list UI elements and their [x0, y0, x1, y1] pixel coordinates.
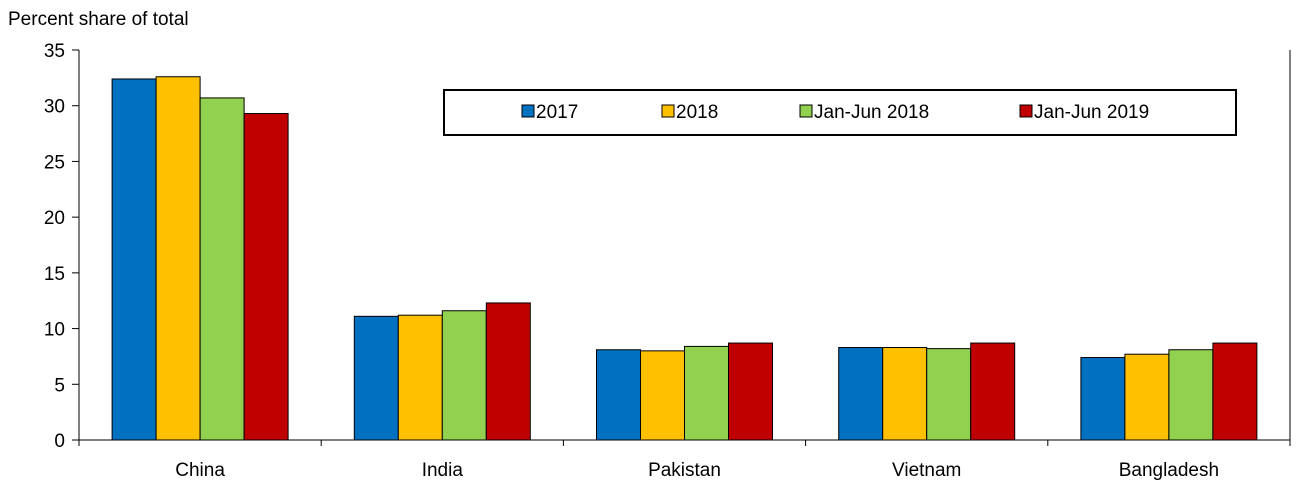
x-tick-label: Pakistan [648, 460, 721, 480]
legend-box [443, 89, 1237, 136]
legend-swatch [1019, 104, 1033, 118]
bar-pakistan-jan-jun-2018 [684, 345, 729, 441]
bar-china-2017 [111, 78, 157, 441]
bar-vietnam-jan-jun-2018 [926, 348, 972, 441]
bar-bangladesh-jan-jun-2018 [1168, 349, 1214, 441]
y-tick-label: 20 [44, 208, 65, 229]
x-tick-label: Vietnam [892, 460, 961, 480]
x-tick-label: Bangladesh [1119, 460, 1219, 480]
y-tick-label: 15 [44, 264, 65, 285]
legend-label: Jan-Jun 2018 [814, 102, 929, 123]
axes-frame [78, 50, 1291, 441]
x-axis: China India Pakistan Vietnam Bangladesh [78, 440, 1291, 480]
bar-china-jan-jun-2018 [199, 97, 245, 441]
y-axis: 0 5 10 15 20 25 30 35 [44, 41, 79, 452]
bar-vietnam-jan-jun-2019 [970, 342, 1016, 441]
bar-bangladesh-2017 [1080, 357, 1126, 441]
bar-china-2018 [155, 76, 201, 441]
y-tick-label: 0 [54, 431, 65, 452]
y-tick-label: 5 [54, 375, 65, 396]
bar-india-2018 [397, 314, 443, 441]
y-tick-label: 25 [44, 152, 65, 173]
y-axis-label: Percent share of total [8, 9, 189, 30]
y-tick-label: 35 [44, 41, 65, 62]
bar-vietnam-2018 [882, 347, 928, 441]
legend-label: Jan-Jun 2019 [1034, 102, 1149, 123]
bar-bangladesh-2018 [1124, 353, 1170, 441]
bars [111, 76, 1258, 441]
legend-swatch [799, 104, 813, 118]
legend-label: 2017 [536, 102, 578, 123]
y-tick-label: 10 [44, 320, 65, 341]
bar-india-jan-jun-2019 [485, 302, 531, 441]
bar-pakistan-jan-jun-2019 [728, 342, 773, 441]
x-tick-label: China [175, 460, 225, 480]
bar-india-jan-jun-2018 [441, 310, 487, 441]
legend-label: 2018 [676, 102, 718, 123]
bar-vietnam-2017 [838, 347, 884, 441]
bar-pakistan-2018 [640, 350, 685, 441]
bar-india-2017 [353, 315, 399, 441]
legend-swatch [521, 104, 535, 118]
bar-bangladesh-jan-jun-2019 [1212, 342, 1258, 441]
bar-pakistan-2017 [596, 349, 641, 441]
legend: 2017 2018 Jan-Jun 2018 Jan-Jun 2019 [443, 89, 1237, 136]
y-tick-label: 30 [44, 97, 65, 118]
x-tick-label: India [422, 460, 464, 480]
legend-swatch [661, 104, 675, 118]
bar-china-jan-jun-2019 [243, 113, 289, 441]
